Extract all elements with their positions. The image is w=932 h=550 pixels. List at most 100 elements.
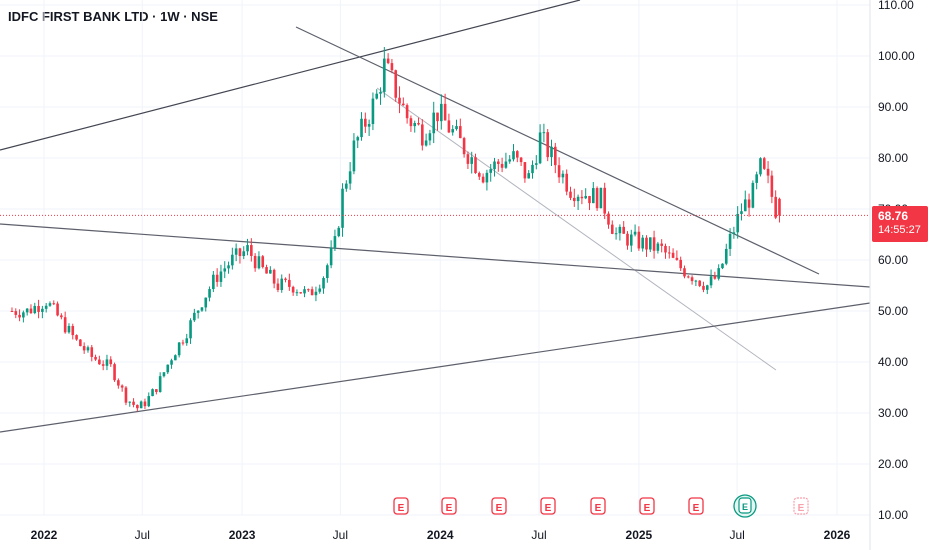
candle bbox=[603, 182, 606, 220]
candle bbox=[284, 277, 287, 283]
candle bbox=[60, 313, 63, 320]
earnings-marker-icon[interactable]: E bbox=[540, 497, 556, 515]
candle bbox=[356, 135, 360, 149]
candle bbox=[743, 190, 747, 212]
svg-text:E: E bbox=[798, 503, 805, 514]
candle bbox=[565, 169, 568, 196]
candle bbox=[766, 161, 770, 184]
svg-text:E: E bbox=[644, 503, 651, 514]
trendline-descending-parallel[interactable] bbox=[376, 87, 777, 371]
earnings-marker-icon[interactable]: E bbox=[441, 497, 457, 515]
candle bbox=[481, 173, 485, 184]
candle bbox=[443, 93, 447, 121]
candle bbox=[747, 193, 751, 217]
trendline-descending[interactable] bbox=[295, 26, 820, 275]
y-tick-label: 40.00 bbox=[878, 355, 908, 369]
svg-text:E: E bbox=[742, 502, 748, 512]
candle bbox=[22, 310, 25, 323]
candle bbox=[29, 304, 33, 315]
candle bbox=[379, 87, 382, 105]
candle bbox=[120, 384, 124, 392]
trendline-horizontal-resistance[interactable] bbox=[0, 223, 871, 288]
trendline-rising-support[interactable] bbox=[0, 302, 871, 433]
candle bbox=[516, 150, 519, 163]
candle bbox=[390, 58, 394, 74]
candle bbox=[33, 302, 37, 315]
candle bbox=[755, 171, 758, 190]
y-tick-label: 80.00 bbox=[878, 151, 908, 165]
candle bbox=[162, 372, 166, 378]
candle bbox=[223, 261, 227, 279]
candle bbox=[614, 227, 618, 240]
x-tick-label: Jul bbox=[531, 528, 546, 542]
candle bbox=[523, 162, 527, 183]
candle bbox=[762, 156, 766, 170]
candle bbox=[561, 170, 565, 184]
candle bbox=[569, 186, 572, 201]
candle bbox=[147, 392, 151, 408]
candle bbox=[413, 120, 417, 133]
earnings-marker-icon[interactable]: E bbox=[639, 497, 655, 515]
candle bbox=[288, 273, 291, 291]
candle bbox=[174, 354, 177, 361]
candle bbox=[352, 133, 356, 175]
candle bbox=[576, 194, 580, 210]
svg-text:E: E bbox=[496, 503, 503, 514]
candle bbox=[246, 238, 249, 256]
dividend-marker-icon[interactable]: E bbox=[793, 497, 809, 515]
candle bbox=[295, 289, 299, 297]
earnings-marker-icon[interactable]: E bbox=[590, 497, 606, 515]
candle bbox=[736, 206, 739, 239]
candle bbox=[318, 284, 322, 294]
candle bbox=[86, 345, 90, 353]
candle bbox=[231, 247, 234, 270]
candle bbox=[421, 119, 424, 151]
candle bbox=[398, 86, 401, 114]
candle bbox=[333, 229, 337, 251]
y-tick-label: 10.00 bbox=[878, 508, 908, 522]
candle bbox=[656, 241, 660, 254]
x-tick-label: 2025 bbox=[626, 528, 653, 542]
candle bbox=[546, 129, 549, 162]
candle bbox=[683, 265, 686, 279]
candle bbox=[652, 230, 656, 259]
candle bbox=[770, 170, 774, 204]
candle bbox=[580, 190, 584, 205]
earnings-marker-icon[interactable]: E bbox=[393, 497, 409, 515]
candle bbox=[257, 251, 261, 270]
candle bbox=[728, 228, 732, 257]
candle bbox=[618, 224, 622, 241]
candle bbox=[310, 286, 314, 296]
candle bbox=[345, 180, 348, 192]
candle bbox=[322, 276, 325, 294]
candle bbox=[440, 94, 443, 130]
svg-text:E: E bbox=[446, 503, 453, 514]
candle bbox=[158, 372, 162, 393]
earnings-marker-icon[interactable]: E bbox=[491, 497, 507, 515]
x-tick-label: Jul bbox=[333, 528, 348, 542]
candle bbox=[329, 240, 333, 269]
candle bbox=[500, 157, 504, 173]
candle bbox=[759, 157, 762, 177]
candle bbox=[664, 243, 667, 259]
candle bbox=[265, 264, 268, 274]
candle bbox=[553, 142, 557, 174]
candle bbox=[512, 144, 515, 162]
candle bbox=[405, 103, 409, 124]
time-axis[interactable]: 2022 Jul 2023 Jul 2024 Jul 2025 Jul 2026 bbox=[31, 528, 851, 542]
candle bbox=[269, 266, 272, 274]
candle bbox=[113, 362, 116, 382]
upcoming-earnings-marker-icon[interactable]: E bbox=[733, 494, 757, 518]
trendlines[interactable] bbox=[0, 0, 871, 433]
price-axis[interactable]: 110.00100.0090.0080.0070.0060.0050.0040.… bbox=[878, 0, 915, 522]
candle bbox=[694, 279, 698, 287]
candle bbox=[94, 354, 97, 361]
candle bbox=[591, 182, 595, 204]
earnings-marker-icon[interactable]: E bbox=[688, 497, 704, 515]
candle bbox=[751, 180, 755, 209]
trendline-upper-channel[interactable] bbox=[0, 0, 581, 151]
candle bbox=[447, 113, 451, 134]
candle bbox=[724, 243, 728, 266]
candle bbox=[432, 101, 436, 144]
